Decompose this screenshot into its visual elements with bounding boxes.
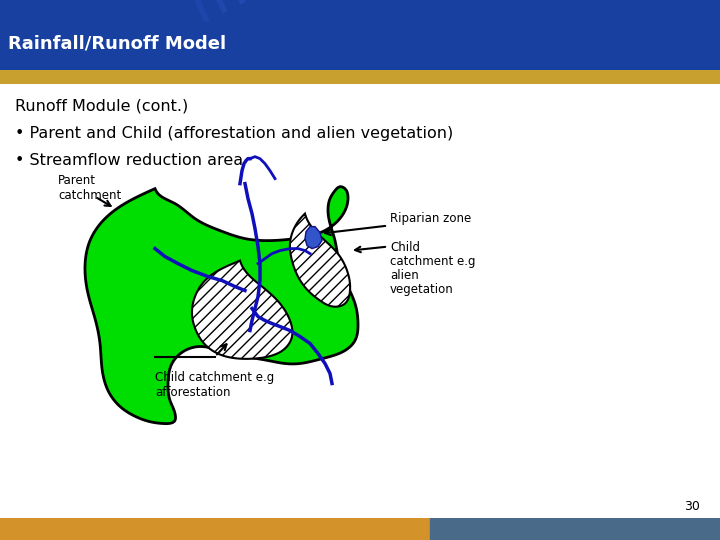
Text: Runoff Module (cont.): Runoff Module (cont.) — [15, 99, 188, 114]
Text: 30: 30 — [684, 501, 700, 514]
Text: Child catchment e.g: Child catchment e.g — [155, 370, 274, 383]
Bar — [430, 518, 720, 540]
Text: Rainfall/Runoff Model: Rainfall/Runoff Model — [8, 34, 226, 52]
Text: Riparian zone: Riparian zone — [390, 212, 472, 225]
Bar — [0, 518, 430, 540]
Text: • Parent and Child (afforestation and alien vegetation): • Parent and Child (afforestation and al… — [15, 126, 454, 141]
Polygon shape — [290, 214, 350, 307]
Text: catchment e.g: catchment e.g — [390, 254, 475, 268]
Polygon shape — [85, 187, 358, 423]
Text: alien: alien — [390, 268, 419, 281]
Polygon shape — [305, 227, 322, 248]
Text: Parent
catchment: Parent catchment — [58, 174, 121, 201]
Text: afforestation: afforestation — [155, 387, 230, 400]
Text: • Streamflow reduction area: • Streamflow reduction area — [15, 153, 243, 167]
Polygon shape — [192, 261, 292, 359]
Text: vegetation: vegetation — [390, 282, 454, 295]
Text: Child: Child — [390, 241, 420, 254]
